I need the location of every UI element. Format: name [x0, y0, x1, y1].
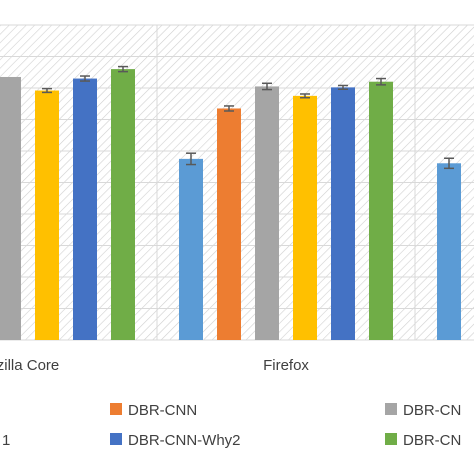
bar [293, 95, 317, 340]
bar [111, 69, 135, 340]
legend-swatch-dbr-cnn [110, 403, 122, 415]
bar [35, 90, 59, 341]
bar [437, 163, 461, 340]
legend-swatch-dbr-cn-green [385, 433, 397, 445]
legend-label-series-1: 1 [2, 432, 10, 449]
legend-swatch-dbr-cn-gray [385, 403, 397, 415]
category-label-mozilla-core: zilla Core [0, 357, 59, 374]
bar [369, 81, 393, 340]
bar [217, 108, 241, 340]
legend-label-dbr-cn-green: DBR-CN [403, 432, 461, 449]
legend-swatch-dbr-cnn-why2 [110, 433, 122, 445]
legend-label-dbr-cnn: DBR-CNN [128, 402, 197, 419]
bar [331, 87, 355, 341]
legend: 1 DBR-CNN DBR-CN DBR-CNN-Why2 DBR-CN [2, 402, 461, 449]
bar [73, 78, 97, 341]
legend-label-dbr-cnn-why2: DBR-CNN-Why2 [128, 432, 241, 449]
bar [179, 158, 203, 340]
category-label-firefox: Firefox [263, 357, 309, 374]
bars [0, 69, 461, 341]
legend-label-dbr-cn-gray: DBR-CN [403, 402, 461, 419]
error-bars [42, 65, 454, 170]
bar [255, 86, 279, 340]
bar [0, 76, 21, 340]
